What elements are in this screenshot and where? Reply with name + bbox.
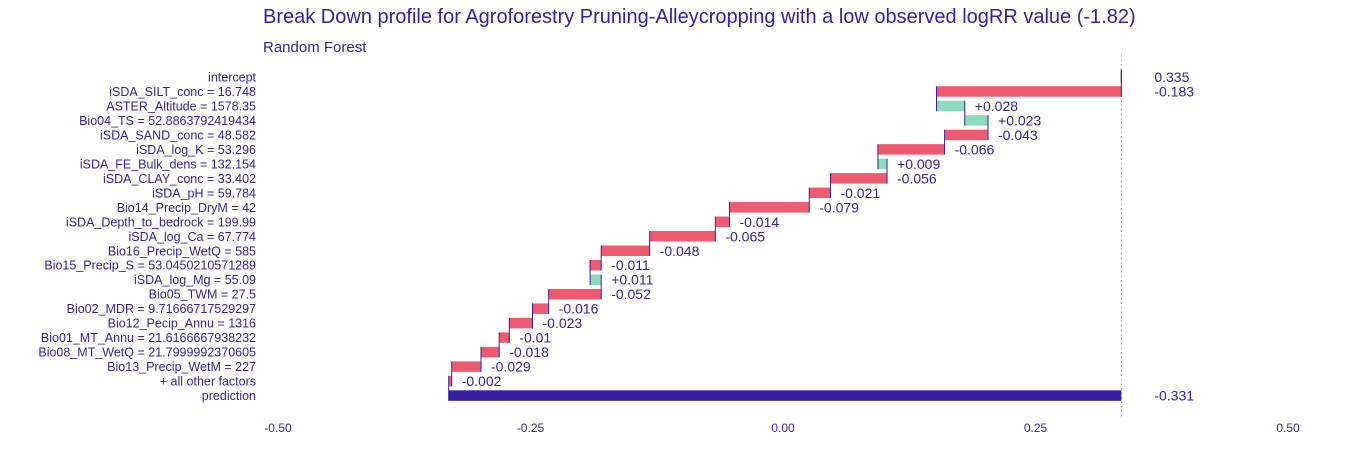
y-axis-label: intercept bbox=[208, 71, 256, 85]
x-tick-label: -0.50 bbox=[264, 421, 292, 435]
value-label: -0.011 bbox=[611, 257, 650, 273]
chart-title: Break Down profile for Agroforestry Prun… bbox=[263, 6, 1136, 28]
value-label: 0.335 bbox=[1154, 69, 1189, 85]
y-axis-label: Bio15_Precip_S = 53.0450210571289 bbox=[44, 259, 256, 273]
value-label: -0.056 bbox=[897, 170, 937, 186]
contribution-bar bbox=[830, 173, 888, 184]
y-axis-label: ASTER_Altitude = 1578.35 bbox=[106, 99, 256, 113]
value-label: -0.043 bbox=[998, 127, 1038, 143]
y-axis-label: Bio14_Precip_DryM = 42 bbox=[117, 201, 256, 215]
y-axis-label: iSDA_SAND_conc = 48.582 bbox=[100, 128, 256, 142]
y-axis-label: iSDA_pH = 59.784 bbox=[152, 186, 256, 200]
value-label: -0.021 bbox=[840, 185, 880, 201]
y-axis-label: Bio12_Pecip_Annu = 1316 bbox=[108, 317, 256, 331]
y-axis-label: + all other factors bbox=[160, 375, 256, 389]
x-tick-label: 0.25 bbox=[1024, 421, 1048, 435]
contribution-bar bbox=[877, 144, 945, 155]
x-axis-ticks: -0.50 -0.25 0.00 0.25 0.50 bbox=[264, 421, 1300, 435]
prediction-bar bbox=[448, 390, 1122, 401]
value-label: -0.014 bbox=[739, 214, 779, 230]
value-label: -0.066 bbox=[955, 141, 995, 157]
y-axis-label: Bio04_TS = 52.8863792419434 bbox=[79, 114, 256, 128]
y-axis-label: prediction bbox=[202, 389, 256, 403]
value-label: -0.183 bbox=[1154, 83, 1194, 99]
y-axis-label: iSDA_SILT_conc = 16.748 bbox=[109, 85, 256, 99]
value-label: -0.052 bbox=[611, 286, 651, 302]
value-label: -0.002 bbox=[462, 373, 502, 389]
contribution-bar bbox=[499, 332, 510, 343]
contribution-bar bbox=[532, 303, 549, 314]
value-label: +0.011 bbox=[611, 272, 653, 288]
y-axis-label: iSDA_log_K = 53.296 bbox=[136, 143, 256, 157]
chart-subtitle: Random Forest bbox=[263, 39, 367, 56]
y-axis-label: Bio02_MDR = 9.71666717529297 bbox=[67, 302, 256, 316]
value-label: -0.331 bbox=[1154, 388, 1194, 404]
value-label: +0.009 bbox=[897, 156, 940, 172]
bars-layer bbox=[448, 69, 1122, 401]
contribution-bar bbox=[509, 317, 533, 329]
contribution-bar bbox=[590, 274, 602, 285]
value-label: -0.01 bbox=[519, 330, 551, 346]
value-labels: 0.335-0.183 +0.028+0.023-0.043-0.066 +0.00… bbox=[462, 69, 1195, 404]
contribution-bar bbox=[964, 115, 989, 126]
y-axis-label: iSDA_log_Mg = 55.09 bbox=[134, 273, 256, 287]
contribution-bar bbox=[548, 288, 602, 300]
y-axis-label: iSDA_log_Ca = 67.774 bbox=[128, 230, 256, 244]
y-axis-label: Bio01_MT_Annu = 21.6166667938232 bbox=[41, 331, 256, 345]
value-label: +0.023 bbox=[998, 112, 1041, 128]
contribution-bar bbox=[481, 346, 500, 358]
y-axis-label: iSDA_Depth_to_bedrock = 199.99 bbox=[66, 215, 256, 229]
contribution-bar bbox=[936, 86, 1122, 97]
y-axis-label: iSDA_CLAY_conc = 33.402 bbox=[103, 172, 256, 186]
value-label: -0.018 bbox=[509, 344, 549, 360]
value-label: -0.016 bbox=[559, 301, 599, 317]
contribution-bar bbox=[944, 129, 989, 141]
x-tick-label: -0.25 bbox=[517, 421, 545, 435]
y-axis-label: iSDA_FE_Bulk_dens = 132.154 bbox=[80, 157, 256, 171]
contribution-bar bbox=[649, 231, 716, 242]
value-label: +0.028 bbox=[975, 98, 1018, 114]
x-tick-label: 0.00 bbox=[771, 421, 795, 435]
value-label: -0.029 bbox=[491, 359, 531, 375]
contribution-bar bbox=[448, 375, 452, 387]
contribution-bar bbox=[729, 202, 810, 213]
y-axis-label: Bio13_Precip_WetM = 227 bbox=[107, 360, 256, 374]
contribution-bar bbox=[936, 100, 965, 112]
contribution-bar bbox=[451, 361, 482, 372]
value-label: -0.023 bbox=[543, 315, 583, 331]
contribution-bar bbox=[590, 259, 602, 271]
value-label: -0.079 bbox=[819, 199, 859, 215]
contribution-bar bbox=[877, 158, 888, 170]
y-axis-label: Bio05_TWM = 27.5 bbox=[149, 288, 256, 302]
x-tick-label: 0.50 bbox=[1276, 421, 1300, 435]
y-axis-label: Bio16_Precip_WetQ = 585 bbox=[108, 244, 256, 258]
contribution-bar bbox=[715, 216, 730, 228]
contribution-bar bbox=[809, 187, 831, 199]
y-axis-label: Bio08_MT_WetQ = 21.7999992370605 bbox=[38, 346, 256, 360]
value-label: -0.065 bbox=[725, 228, 765, 244]
contribution-bar bbox=[601, 245, 650, 257]
value-label: -0.048 bbox=[660, 243, 700, 259]
